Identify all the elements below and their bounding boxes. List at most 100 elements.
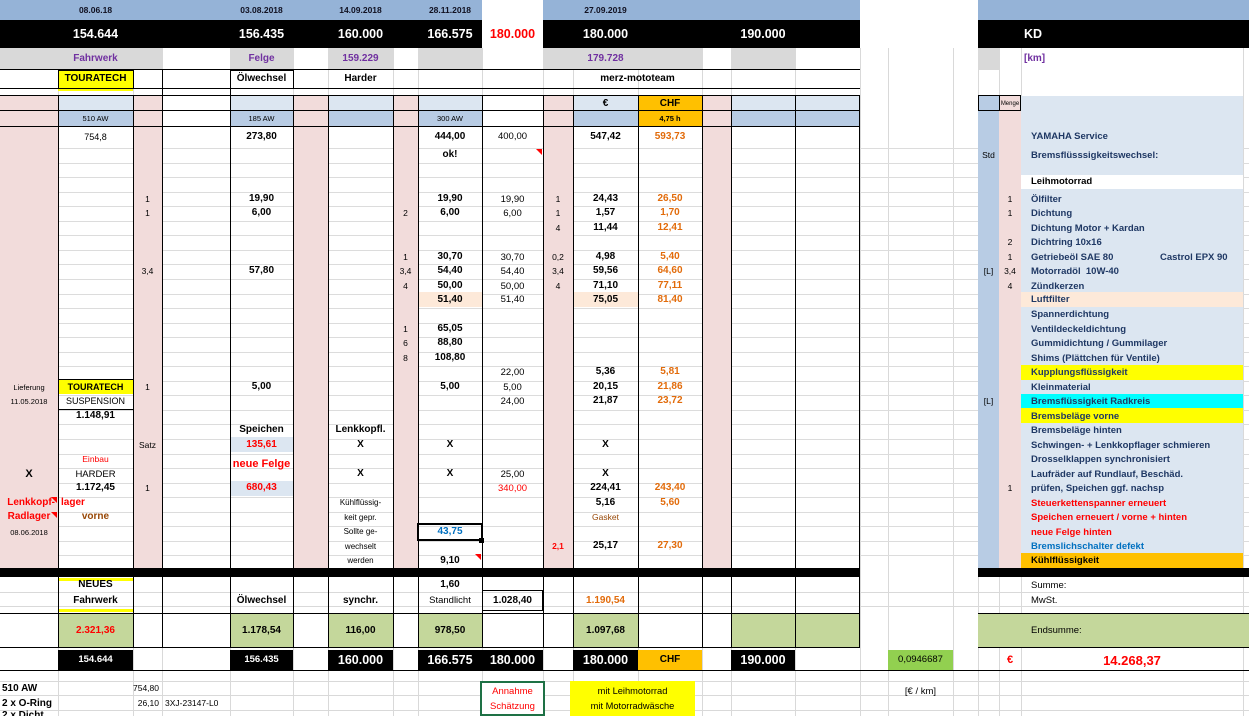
cell[interactable]: Harder (344, 73, 377, 84)
cell[interactable]: 24,00 (500, 395, 525, 407)
list-item[interactable]: Leihmotorrad (1031, 176, 1093, 188)
cell[interactable]: 1 (555, 208, 561, 218)
list-item[interactable]: Castrol EPX 90 (1160, 251, 1228, 263)
cell[interactable]: 5,00 (251, 381, 272, 393)
cell[interactable]: 54,40 (437, 265, 463, 277)
cell[interactable]: 71,10 (592, 280, 619, 292)
cell[interactable]: 88,80 (437, 337, 463, 349)
chf-header[interactable]: CHF (659, 97, 681, 109)
cell[interactable]: X (446, 439, 454, 451)
cell[interactable]: 6,00 (251, 207, 272, 219)
cell[interactable]: 1 (145, 194, 150, 204)
cell[interactable]: 11,44 (593, 222, 618, 234)
cell[interactable]: 27,30 (657, 540, 683, 552)
cell[interactable]: TOURATECH (64, 73, 127, 84)
endsumme-label[interactable]: Endsumme: (1031, 624, 1082, 636)
cell[interactable]: Ölwechsel (236, 73, 287, 84)
cell[interactable]: 593,73 (654, 131, 686, 142)
cell[interactable]: 14.09.2018 (339, 4, 382, 15)
cell[interactable]: 5,00 (503, 381, 522, 393)
cell[interactable]: 12,41 (657, 222, 683, 234)
cell[interactable]: 51,40 (437, 293, 463, 305)
cell[interactable]: Lieferung (13, 382, 45, 392)
cell[interactable]: 400,00 (497, 131, 528, 143)
cell[interactable]: 1.097,68 (586, 624, 625, 636)
cell[interactable]: 1 (145, 382, 150, 392)
cell[interactable]: [L] (983, 266, 994, 276)
cell[interactable]: 160.000 (337, 26, 384, 41)
cell[interactable]: SUSPENSION (65, 395, 125, 406)
cell[interactable]: 1.028,40 (493, 594, 532, 606)
cell[interactable]: 116,00 (345, 624, 376, 636)
cell[interactable]: 81,40 (657, 293, 683, 305)
cell[interactable]: 27.09.2019 (584, 4, 627, 15)
cell[interactable]: 9,10 (440, 554, 460, 566)
cell[interactable]: X (602, 468, 609, 480)
cell[interactable]: 57,80 (248, 265, 275, 277)
cell[interactable]: 273,80 (246, 131, 277, 142)
cell[interactable]: Fahrwerk (73, 53, 118, 64)
annahme-note[interactable]: Annahme Schätzung (490, 686, 535, 712)
list-item[interactable]: Speichen erneuert / vorne + hinten (1031, 511, 1187, 523)
cell[interactable]: 5,00 (440, 381, 460, 393)
cell[interactable]: 978,50 (434, 624, 466, 636)
cell[interactable]: 50,00 (437, 280, 463, 292)
cell[interactable]: 510 AW (82, 113, 109, 123)
cell[interactable]: HARDER (75, 468, 116, 480)
cell[interactable]: 5,81 (660, 366, 680, 378)
cell[interactable]: lager (61, 497, 85, 509)
cell[interactable]: Radlager (7, 511, 51, 523)
cell[interactable]: 510 AW (2, 682, 38, 694)
cost-per-km[interactable]: 0,0946687 (898, 654, 943, 666)
cell[interactable]: 154.644 (78, 654, 113, 666)
list-item[interactable]: Ölfilter (1031, 193, 1062, 205)
list-item[interactable]: Getriebeöl SAE 80 (1031, 251, 1114, 263)
cell[interactable]: 19,90 (248, 193, 275, 205)
cell[interactable]: 1.148,91 (76, 410, 115, 422)
cell[interactable]: Summe: (1031, 579, 1067, 591)
cell[interactable]: 4,98 (595, 251, 616, 263)
list-item[interactable]: Kühlflüssigkeit (1031, 554, 1100, 566)
cell[interactable]: TOURATECH (67, 381, 124, 392)
cell[interactable]: 21,86 (657, 381, 683, 393)
cell[interactable]: 156.435 (244, 654, 279, 666)
cell[interactable]: 3,4 (399, 266, 412, 276)
cell[interactable]: synchr. (342, 594, 379, 606)
cell[interactable]: 4 (555, 281, 561, 291)
cell[interactable]: 108,80 (434, 352, 466, 364)
cell[interactable]: 224,41 (590, 482, 621, 494)
list-item[interactable]: Bremslichschalter defekt (1031, 540, 1144, 552)
cell[interactable]: 1 (1007, 252, 1013, 262)
list-item[interactable]: Bremsflüsssigkeitswechsel: (1031, 149, 1159, 161)
cell[interactable]: 156.435 (238, 26, 285, 41)
cell[interactable]: NEUES (78, 579, 113, 591)
cell[interactable]: 180.000 (489, 652, 536, 667)
cell[interactable]: 3,4 (1004, 266, 1016, 276)
list-item[interactable]: Dichtring 10x16 (1031, 236, 1102, 248)
list-item[interactable]: YAMAHA Service (1031, 131, 1108, 143)
cell[interactable]: 2 (403, 208, 408, 218)
list-item[interactable]: Bremsflüssigkeit Radkreis (1031, 395, 1151, 407)
cell[interactable]: [L] (983, 396, 994, 406)
cell[interactable]: 2,1 (552, 541, 564, 551)
cell[interactable]: 1 (1007, 208, 1013, 218)
cell[interactable]: 08.06.2018 (10, 527, 48, 537)
cell[interactable]: 19,90 (500, 193, 525, 205)
cell[interactable]: 2.321,36 (76, 624, 115, 636)
cell[interactable]: Std (982, 150, 995, 160)
cell[interactable]: Standlicht (429, 594, 471, 606)
cell[interactable]: merz-mototeam (600, 73, 675, 84)
list-item[interactable]: Luftfilter (1031, 293, 1070, 305)
cell[interactable]: 166.575 (427, 26, 473, 41)
menge-header[interactable]: Menge (1000, 100, 1020, 107)
cell[interactable]: 1,70 (660, 207, 680, 219)
list-item[interactable]: Bremsbeläge hinten (1031, 424, 1122, 436)
cell[interactable]: 25,00 (500, 468, 525, 480)
cell[interactable]: 4 (555, 223, 561, 233)
cell[interactable]: 243,40 (654, 482, 686, 494)
cell[interactable]: 3,4 (552, 266, 564, 276)
cell[interactable]: 2 x Dicht (2, 710, 44, 716)
list-item[interactable]: Bremsbeläge vorne (1031, 410, 1120, 422)
list-item[interactable]: Motorradöl 10W-40 (1031, 265, 1119, 277)
cell[interactable]: Einbau (82, 454, 109, 464)
